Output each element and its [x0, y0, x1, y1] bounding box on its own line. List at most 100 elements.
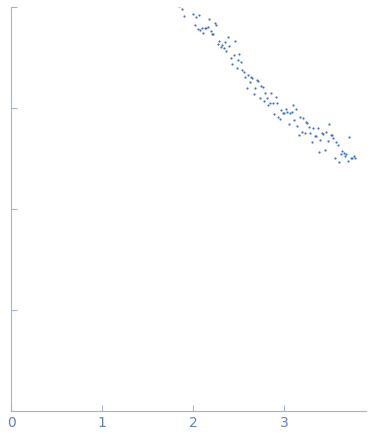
Point	[299, 129, 305, 136]
Point	[220, 44, 226, 51]
Point	[219, 42, 225, 49]
Point	[293, 105, 299, 112]
Point	[336, 158, 342, 165]
Point	[322, 146, 328, 153]
Point	[304, 119, 310, 126]
Point	[238, 59, 244, 66]
Point	[287, 110, 293, 117]
Point	[200, 29, 206, 36]
Point	[300, 114, 306, 121]
Point	[286, 121, 292, 128]
Point	[278, 107, 284, 114]
Point	[274, 100, 280, 107]
Point	[263, 90, 269, 97]
Point	[232, 38, 238, 45]
Point	[267, 100, 273, 107]
Point	[228, 55, 234, 62]
Point	[258, 82, 264, 89]
Point	[280, 110, 286, 117]
Point	[196, 12, 202, 19]
Point	[233, 64, 239, 71]
Point	[244, 84, 250, 91]
Point	[247, 79, 253, 86]
Point	[277, 116, 283, 123]
Point	[226, 42, 232, 49]
Point	[348, 155, 354, 162]
Point	[248, 73, 254, 80]
Point	[326, 121, 332, 128]
Point	[273, 93, 279, 100]
Point	[330, 135, 336, 142]
Point	[239, 66, 245, 73]
Point	[242, 73, 248, 80]
Point	[186, 0, 192, 1]
Point	[309, 138, 315, 145]
Point	[173, 0, 179, 1]
Point	[229, 61, 235, 68]
Point	[301, 130, 307, 137]
Point	[251, 91, 257, 98]
Point	[303, 118, 309, 125]
Point	[338, 150, 344, 157]
Point	[284, 108, 290, 115]
Point	[344, 150, 350, 157]
Point	[341, 149, 347, 156]
Point	[202, 25, 208, 32]
Point	[342, 153, 348, 160]
Point	[203, 24, 209, 31]
Point	[332, 155, 338, 162]
Point	[329, 131, 335, 138]
Point	[207, 28, 213, 35]
Point	[327, 132, 333, 139]
Point	[323, 128, 329, 135]
Point	[179, 5, 185, 12]
Point	[255, 77, 261, 84]
Point	[218, 43, 224, 50]
Point	[335, 141, 341, 148]
Point	[225, 34, 231, 41]
Point	[192, 22, 198, 29]
Point	[190, 10, 196, 17]
Point	[297, 113, 303, 120]
Point	[199, 24, 205, 31]
Point	[195, 26, 201, 33]
Point	[260, 83, 266, 90]
Point	[281, 110, 287, 117]
Point	[291, 116, 297, 123]
Point	[254, 76, 260, 83]
Point	[310, 125, 316, 132]
Point	[213, 22, 219, 29]
Point	[210, 31, 216, 38]
Point	[313, 132, 319, 139]
Point	[283, 105, 289, 112]
Point	[216, 38, 222, 45]
Point	[176, 3, 182, 10]
Point	[264, 94, 270, 101]
Point	[271, 111, 277, 118]
Point	[222, 39, 228, 46]
Point	[349, 155, 355, 162]
Point	[261, 97, 267, 104]
Point	[182, 13, 188, 20]
Point	[294, 123, 300, 130]
Point	[231, 52, 236, 59]
Point	[253, 85, 258, 92]
Point	[312, 133, 318, 140]
Point	[223, 48, 229, 55]
Point	[296, 132, 302, 139]
Point	[250, 75, 256, 82]
Point	[209, 30, 215, 37]
Point	[236, 50, 242, 57]
Point	[352, 154, 358, 161]
Point	[235, 57, 241, 64]
Point	[351, 152, 357, 159]
Point	[314, 125, 320, 132]
Point	[206, 15, 212, 22]
Point	[290, 101, 296, 108]
Point	[307, 129, 313, 136]
Point	[270, 100, 276, 107]
Point	[268, 90, 274, 97]
Point	[319, 129, 325, 136]
Point	[289, 108, 295, 115]
Point	[333, 139, 339, 146]
